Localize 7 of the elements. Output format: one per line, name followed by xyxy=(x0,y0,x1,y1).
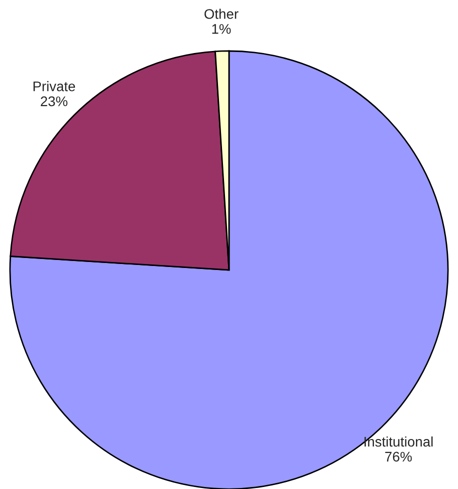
pie-slice xyxy=(9,50,449,489)
slice-label: Institutional xyxy=(364,436,433,447)
data-label: 76% xyxy=(385,452,412,462)
slice-label: Private xyxy=(34,81,76,92)
data-label: 1% xyxy=(212,24,231,34)
data-label: 23% xyxy=(40,96,68,106)
slice-label: Other xyxy=(204,8,238,19)
